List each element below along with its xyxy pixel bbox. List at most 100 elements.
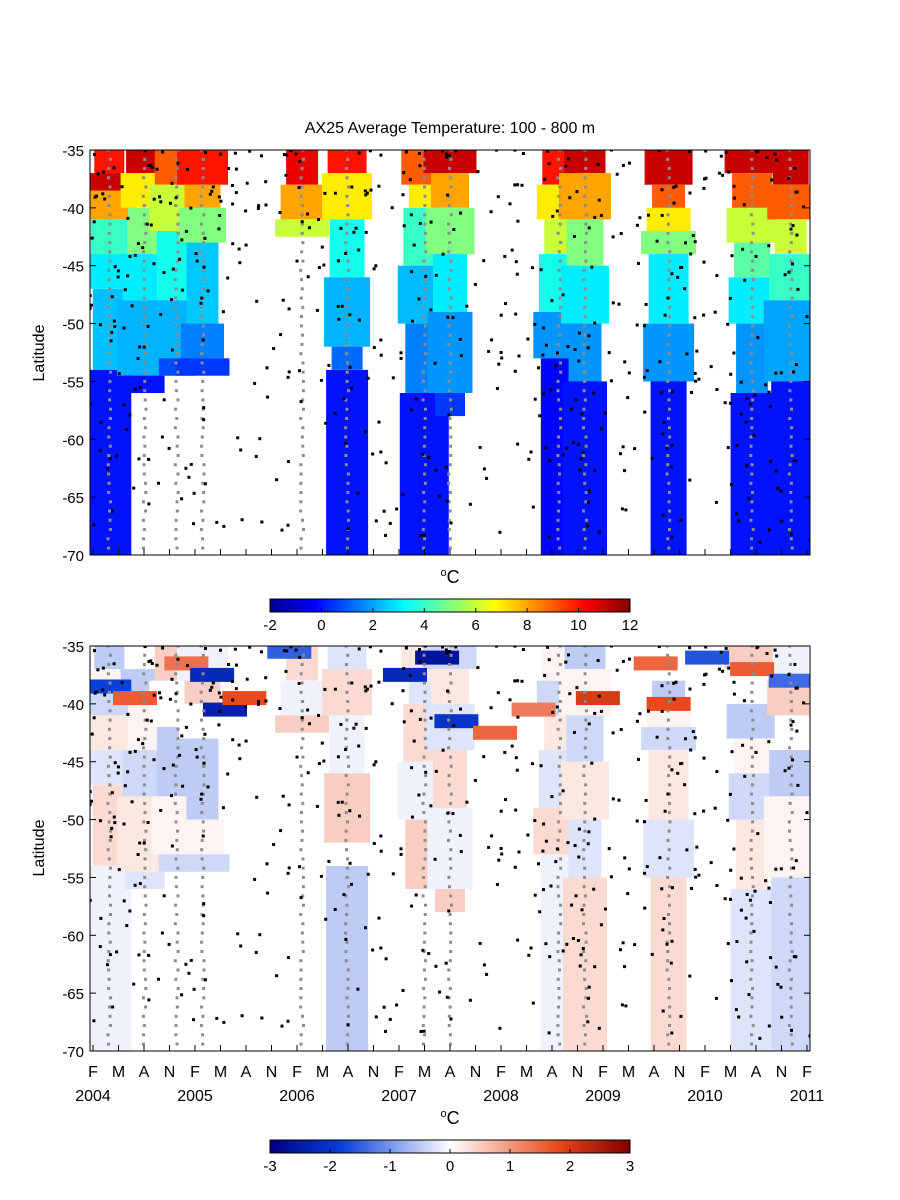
argo-black-marker xyxy=(106,963,109,967)
xbt-grey-marker xyxy=(346,259,350,263)
xbt-grey-marker xyxy=(143,875,147,879)
argo-black-marker xyxy=(239,448,243,452)
xbt-grey-marker xyxy=(422,259,426,263)
xbt-grey-marker xyxy=(583,1033,587,1037)
argo-black-marker xyxy=(764,383,768,387)
xbt-grey-marker xyxy=(584,681,588,685)
argo-black-marker xyxy=(660,188,664,192)
top-y-axis: -35-40-45-50-55-60-65-70 xyxy=(62,143,810,565)
xbt-grey-marker xyxy=(667,811,671,815)
xbt-grey-marker xyxy=(668,370,672,374)
xbt-grey-marker xyxy=(789,194,793,198)
argo-black-marker xyxy=(597,530,601,534)
argo-black-marker xyxy=(384,461,388,465)
xbt-grey-marker xyxy=(175,663,179,666)
argo-black-marker xyxy=(693,736,697,740)
xbt-grey-marker xyxy=(584,435,588,439)
xbt-grey-marker xyxy=(558,829,562,833)
xbt-grey-marker xyxy=(200,417,204,420)
argo-black-marker xyxy=(244,739,248,743)
xbt-grey-marker xyxy=(668,783,672,787)
xbt-grey-marker xyxy=(423,435,427,439)
xbt-grey-marker xyxy=(559,305,562,309)
argo-black-marker xyxy=(730,483,733,487)
xbt-grey-marker xyxy=(422,1042,425,1046)
y-tick-label: -60 xyxy=(62,928,84,945)
xbt-grey-marker xyxy=(423,922,427,926)
xbt-grey-marker xyxy=(750,509,754,513)
xbt-grey-marker xyxy=(556,231,560,235)
argo-black-marker xyxy=(152,262,156,266)
argo-black-marker xyxy=(369,188,373,192)
xbt-grey-marker xyxy=(423,472,426,476)
xbt-grey-marker xyxy=(448,537,452,541)
xbt-grey-marker xyxy=(302,1024,305,1027)
argo-black-marker xyxy=(787,177,791,180)
xbt-grey-marker xyxy=(556,1014,560,1018)
top-colorbar: -2 0 2 4 6 8 10 12 xyxy=(263,598,638,634)
argo-black-marker xyxy=(688,646,692,650)
xbt-grey-marker xyxy=(345,690,349,694)
xbt-grey-marker xyxy=(448,426,452,430)
argo-black-marker xyxy=(141,246,145,250)
xbt-grey-marker xyxy=(790,848,794,852)
argo-black-marker xyxy=(248,646,252,649)
xbt-grey-marker xyxy=(174,764,178,768)
argo-black-marker xyxy=(543,177,547,181)
xbt-grey-marker xyxy=(449,268,453,272)
argo-black-marker xyxy=(187,475,191,479)
xbt-grey-marker xyxy=(790,407,793,411)
xbt-grey-marker xyxy=(109,407,112,411)
argo-black-marker xyxy=(147,457,151,461)
xbt-grey-marker xyxy=(108,222,112,226)
xbt-grey-marker xyxy=(107,690,111,694)
argo-black-marker xyxy=(410,766,414,770)
argo-black-marker xyxy=(503,254,507,258)
argo-black-marker xyxy=(704,150,708,153)
xbt-grey-marker xyxy=(106,848,110,852)
xbt-grey-marker xyxy=(107,857,111,861)
xbt-grey-marker xyxy=(142,324,146,328)
xbt-grey-marker xyxy=(449,646,453,648)
xbt-grey-marker xyxy=(199,646,203,648)
xbt-grey-marker xyxy=(447,820,451,824)
argo-black-marker xyxy=(112,662,116,666)
xbt-grey-marker xyxy=(750,968,754,972)
argo-black-marker xyxy=(133,253,137,257)
argo-black-marker xyxy=(770,178,774,182)
argo-black-marker xyxy=(340,304,344,308)
argo-black-marker xyxy=(122,899,126,903)
argo-black-marker xyxy=(248,150,252,153)
xbt-grey-marker xyxy=(301,922,305,926)
xbt-grey-marker xyxy=(200,305,204,309)
xbt-grey-marker xyxy=(300,213,304,217)
xbt-grey-marker xyxy=(448,913,452,916)
argo-black-marker xyxy=(364,230,368,234)
anomaly-patch xyxy=(434,714,479,729)
argo-black-marker xyxy=(357,744,361,748)
xbt-grey-marker xyxy=(344,950,348,953)
xbt-grey-marker xyxy=(789,241,793,245)
xbt-grey-marker xyxy=(789,783,793,787)
xbt-grey-marker xyxy=(447,528,451,531)
argo-black-marker xyxy=(401,193,405,197)
argo-black-marker xyxy=(574,398,578,402)
xbt-grey-marker xyxy=(174,176,178,180)
xbt-grey-marker xyxy=(109,333,113,337)
xbt-grey-marker xyxy=(449,709,453,713)
argo-black-marker xyxy=(503,750,507,754)
argo-black-marker xyxy=(792,866,796,870)
xbt-grey-marker xyxy=(107,950,111,953)
xbt-grey-marker xyxy=(175,352,179,356)
temp-cell xyxy=(90,369,132,555)
argo-black-marker xyxy=(189,702,193,706)
xbt-grey-marker xyxy=(200,857,204,861)
xbt-grey-marker xyxy=(200,389,204,393)
xbt-grey-marker xyxy=(556,940,560,944)
xbt-grey-marker xyxy=(449,950,453,953)
xbt-grey-marker xyxy=(447,278,451,282)
xbt-grey-marker xyxy=(582,1005,585,1009)
xbt-grey-marker xyxy=(667,176,671,180)
x-month-label: M xyxy=(418,1064,431,1081)
xbt-grey-marker xyxy=(301,737,305,741)
